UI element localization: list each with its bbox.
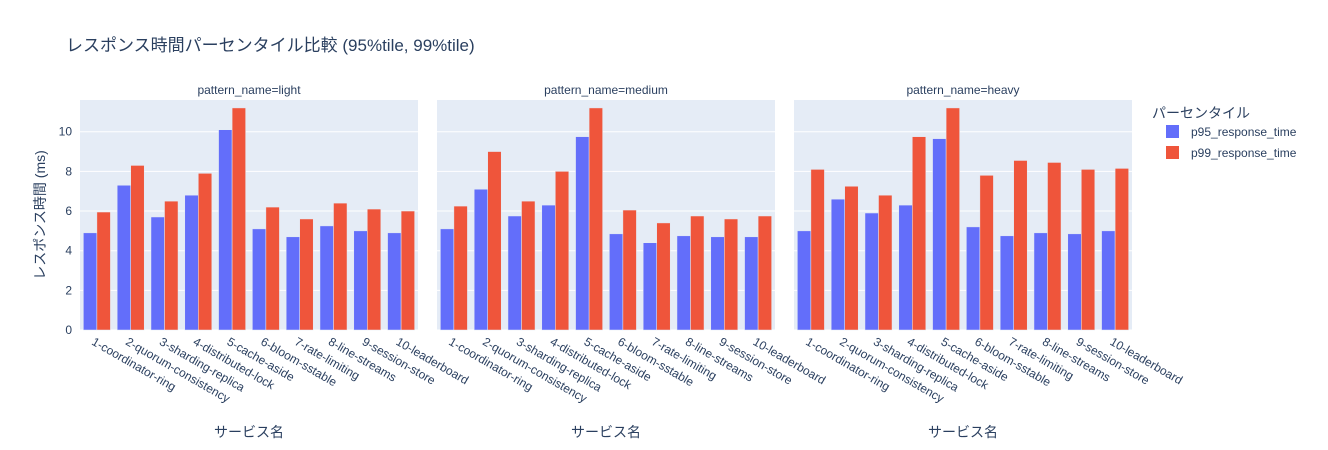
bar-p95_response_time (830, 198, 845, 331)
legend-title: パーセンタイル (1152, 105, 1250, 121)
bar-p95_response_time (676, 235, 691, 331)
bar-p95_response_time (83, 232, 98, 331)
bar-p95_response_time (744, 236, 759, 331)
x-axis-title: サービス名 (571, 424, 641, 440)
bar-p95_response_time (387, 232, 402, 331)
bar-p99_response_time (96, 211, 111, 331)
bar-p95_response_time (184, 194, 199, 331)
bar-p99_response_time (1047, 162, 1062, 331)
bar-p95_response_time (116, 185, 131, 331)
bar-p95_response_time (1033, 232, 1048, 331)
bar-p99_response_time (844, 186, 859, 331)
bar-p99_response_time (757, 215, 772, 331)
bar-p99_response_time (130, 165, 145, 331)
bar-p95_response_time (353, 230, 368, 331)
y-axis-title: レスポンス時間 (ms) (32, 150, 48, 280)
bar-p99_response_time (690, 215, 705, 331)
legend-swatch (1166, 125, 1179, 138)
bar-p95_response_time (864, 212, 879, 331)
bar-p95_response_time (1101, 230, 1116, 331)
bar-p99_response_time (1114, 168, 1129, 331)
y-tick-label: 8 (65, 164, 72, 178)
bar-p95_response_time (285, 236, 300, 331)
bar-p99_response_time (521, 200, 536, 331)
bar-p99_response_time (588, 107, 603, 331)
legend: パーセンタイル p95_response_time p99_response_ti… (1152, 105, 1297, 160)
bar-p95_response_time (252, 228, 267, 331)
x-axis-title: サービス名 (214, 424, 284, 440)
bar-p95_response_time (473, 188, 488, 331)
bar-p99_response_time (878, 194, 893, 331)
bar-p99_response_time (945, 107, 960, 331)
bar-p95_response_time (710, 236, 725, 331)
bar-p95_response_time (609, 233, 624, 331)
chart-title: レスポンス時間パーセンタイル比較 (95%tile, 99%tile) (66, 36, 475, 55)
bar-p99_response_time (622, 209, 637, 331)
bar-p95_response_time (642, 242, 657, 331)
bar-p99_response_time (487, 151, 502, 331)
bar-p99_response_time (912, 136, 927, 331)
bar-p95_response_time (932, 138, 947, 331)
bar-p99_response_time (810, 169, 825, 331)
facet-label: pattern_name=heavy (906, 83, 1019, 97)
y-tick-label: 2 (65, 283, 72, 297)
bar-p99_response_time (453, 205, 468, 331)
bar-p95_response_time (797, 230, 812, 331)
bar-p95_response_time (1067, 233, 1082, 331)
y-tick-label: 4 (65, 244, 72, 258)
bar-p95_response_time (575, 136, 590, 331)
bar-p95_response_time (440, 228, 455, 331)
legend-item[interactable]: p95_response_time (1191, 125, 1297, 139)
bar-p95_response_time (541, 204, 556, 331)
bar-p99_response_time (333, 202, 348, 331)
bar-p99_response_time (1013, 160, 1028, 331)
legend-item[interactable]: p99_response_time (1191, 146, 1297, 160)
bar-p99_response_time (400, 210, 415, 331)
bar-p99_response_time (164, 200, 179, 331)
bar-p95_response_time (150, 216, 165, 331)
x-axis-title: サービス名 (928, 424, 998, 440)
y-tick-label: 6 (65, 204, 72, 218)
bar-p99_response_time (1081, 169, 1096, 331)
bar-p99_response_time (299, 218, 314, 331)
bar-p95_response_time (218, 129, 233, 331)
bar-p95_response_time (966, 226, 981, 331)
bar-p99_response_time (367, 208, 382, 331)
facet-label: pattern_name=medium (544, 83, 668, 97)
bar-p99_response_time (198, 173, 213, 331)
facet-label: pattern_name=light (197, 83, 301, 97)
bar-p95_response_time (898, 204, 913, 331)
bar-p95_response_time (999, 235, 1014, 331)
y-tick-label: 10 (59, 125, 73, 139)
bar-p99_response_time (656, 222, 671, 331)
bar-p95_response_time (507, 215, 522, 331)
bar-p99_response_time (979, 175, 994, 331)
bar-p99_response_time (724, 218, 739, 331)
bar-p95_response_time (319, 225, 334, 331)
bar-p99_response_time (555, 171, 570, 331)
legend-swatch (1166, 146, 1179, 159)
y-tick-label: 0 (65, 323, 72, 337)
bar-p99_response_time (231, 107, 246, 331)
bar-p99_response_time (265, 206, 280, 331)
